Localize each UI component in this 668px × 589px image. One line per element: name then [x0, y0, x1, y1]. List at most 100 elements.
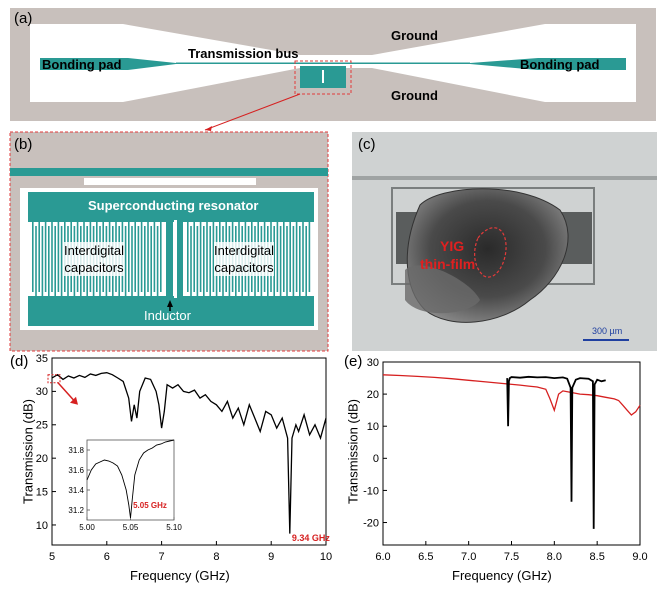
inset-y-tick-label: 31.8 — [68, 446, 84, 455]
yig-label-line1: YIG — [440, 238, 465, 254]
panel-a-label: (a) — [14, 10, 33, 27]
capacitor-finger — [299, 226, 301, 296]
capacitor-finger — [190, 226, 192, 296]
capacitor-finger — [276, 222, 279, 292]
x-tick-label: 6.0 — [375, 551, 390, 563]
capacitor-finger — [279, 226, 282, 296]
x-tick-label: 6.5 — [418, 551, 433, 563]
capacitor-finger — [144, 226, 146, 296]
capacitor-finger — [292, 226, 295, 296]
capacitor-finger — [51, 222, 53, 292]
bonding-pad-left-label: Bonding pad — [42, 57, 122, 72]
capacitor-finger — [209, 226, 211, 296]
plot-frame — [51, 357, 327, 546]
x-tick-label: 6 — [104, 551, 110, 563]
scalebar-label: 300 µm — [592, 326, 623, 336]
capacitor-finger — [124, 226, 127, 296]
capacitor-finger — [153, 222, 156, 292]
y-tick-label: 30 — [367, 357, 379, 369]
capacitor-finger — [134, 222, 136, 292]
capacitor-finger — [48, 226, 50, 296]
capacitor-finger — [273, 226, 275, 296]
capacitor-finger — [128, 222, 130, 292]
series-line-0 — [382, 374, 641, 416]
chart-d-annotation: 9.34 GHz — [292, 533, 331, 543]
capacitor-finger — [286, 226, 288, 296]
panel-c-label: (c) — [358, 136, 376, 153]
capacitor-finger — [187, 222, 189, 292]
plot-frame — [382, 361, 641, 546]
y-tick-label: 10 — [36, 520, 48, 532]
y-tick-label: 0 — [373, 453, 379, 465]
capacitor-finger — [57, 222, 60, 292]
capacitor-finger — [289, 222, 291, 292]
yig-label-line2: thin-film — [420, 256, 476, 272]
ground-top-label: Ground — [391, 28, 438, 43]
zoom-arrowhead — [70, 396, 78, 405]
capacitor-finger — [305, 226, 307, 296]
capacitor-finger — [131, 226, 133, 296]
panel-b-label: (b) — [14, 136, 33, 153]
inset-x-tick-label: 5.00 — [79, 523, 95, 532]
capacitor-finger — [150, 226, 152, 296]
capacitor-finger — [32, 222, 34, 292]
capacitor-left-label: Interdigital capacitors — [64, 242, 124, 276]
ground-bottom-label: Ground — [391, 88, 438, 103]
x-tick-label: 8.0 — [547, 551, 562, 563]
transmission-bus-label: Transmission bus — [188, 46, 299, 61]
chart-e-xlabel: Frequency (GHz) — [452, 568, 552, 583]
capacitor-finger — [199, 222, 202, 292]
zoom-marker — [47, 374, 61, 384]
capacitor-finger — [203, 226, 205, 296]
bonding-pad-right-label: Bonding pad — [520, 57, 600, 72]
series-line-1 — [506, 375, 606, 529]
inductor-label: Inductor — [144, 308, 191, 323]
y-tick-label: 15 — [36, 486, 48, 498]
panel-d-label: (d) — [10, 353, 29, 370]
x-tick-label: 9.0 — [632, 551, 647, 563]
capacitor-finger — [160, 222, 162, 292]
y-tick-label: -10 — [363, 485, 379, 497]
y-tick-label: 20 — [367, 389, 379, 401]
capacitor-finger — [35, 226, 37, 296]
inset-frame — [86, 439, 175, 521]
inset-y-tick-label: 31.6 — [68, 466, 84, 475]
capacitor-right-label: Interdigital capacitors — [214, 242, 274, 276]
series-line-0 — [51, 372, 327, 534]
capacitor-finger — [156, 226, 159, 296]
inset-annotation: 5.05 GHz — [133, 501, 167, 510]
capacitor-finger — [44, 222, 47, 292]
inset-y-tick-label: 31.2 — [68, 506, 84, 515]
capacitor-finger — [193, 222, 195, 292]
chart-d-xlabel: Frequency (GHz) — [130, 568, 230, 583]
x-tick-label: 9 — [268, 551, 274, 563]
inset-x-tick-label: 5.05 — [123, 523, 139, 532]
x-tick-label: 7 — [159, 551, 165, 563]
inset-y-tick-label: 31.4 — [68, 486, 84, 495]
resonator-label: Superconducting resonator — [88, 198, 259, 213]
inset-series-line — [86, 439, 175, 519]
capacitor-finger — [41, 226, 44, 296]
zoom-arrow — [57, 382, 77, 404]
capacitor-finger — [196, 226, 199, 296]
y-tick-label: -20 — [363, 517, 379, 529]
capacitor-finger — [60, 226, 63, 296]
capacitor-finger — [54, 226, 56, 296]
capacitor-finger — [302, 222, 304, 292]
capacitor-finger — [38, 222, 40, 292]
y-tick-label: 30 — [36, 386, 48, 398]
capacitor-finger — [295, 222, 298, 292]
y-tick-label: 25 — [36, 420, 48, 432]
x-tick-label: 7.5 — [504, 551, 519, 563]
panel-e-label: (e) — [344, 353, 363, 370]
capacitor-finger — [212, 222, 215, 292]
y-tick-label: 20 — [36, 453, 48, 465]
capacitor-finger — [283, 222, 285, 292]
x-tick-label: 10 — [320, 551, 332, 563]
y-tick-label: 10 — [367, 421, 379, 433]
chart-e-ylabel: Transmission (dB) — [345, 399, 361, 504]
